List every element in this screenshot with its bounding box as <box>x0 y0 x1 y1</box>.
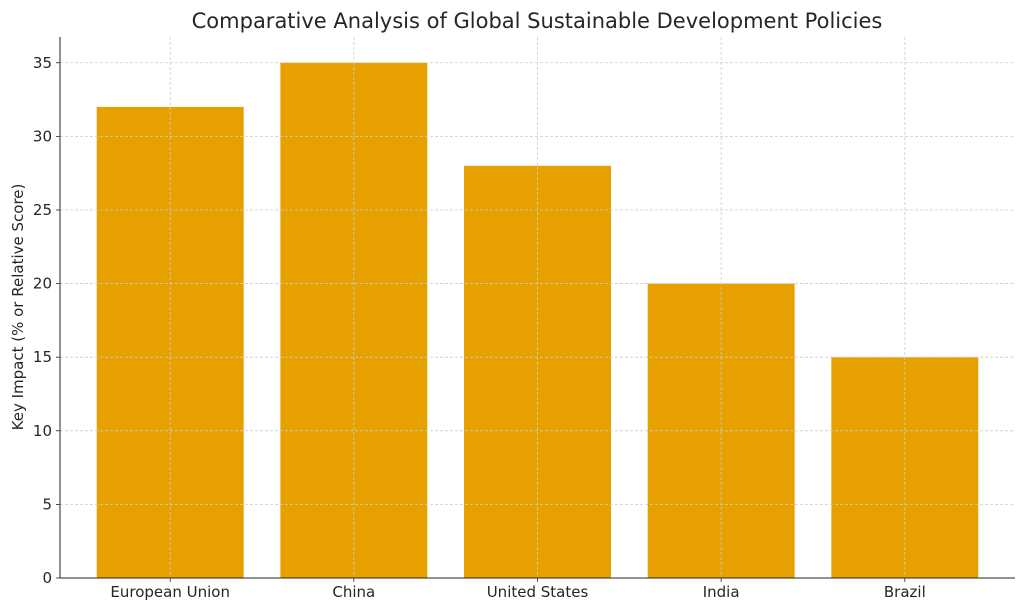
x-tick-label: Brazil <box>884 583 926 601</box>
y-tick-label: 15 <box>33 348 52 366</box>
y-axis-label: Key Impact (% or Relative Score) <box>9 184 27 431</box>
x-tick-label: China <box>332 583 375 601</box>
axes: European Union China United States India Bra… <box>33 37 1015 601</box>
x-tick-label: United States <box>487 583 589 601</box>
bar-china <box>280 62 428 579</box>
y-tick-label: 20 <box>33 275 52 293</box>
x-tick-label: European Union <box>110 583 230 601</box>
y-tick-label: 25 <box>33 201 52 219</box>
y-tick-label: 30 <box>33 127 52 145</box>
y-tick-label: 5 <box>42 495 52 513</box>
y-tick-label: 10 <box>33 422 52 440</box>
chart-title: Comparative Analysis of Global Sustainab… <box>192 9 883 33</box>
y-tick-label: 0 <box>42 569 52 587</box>
bars <box>96 62 979 579</box>
x-tick-label: India <box>703 583 740 601</box>
y-tick-label: 35 <box>33 54 52 72</box>
